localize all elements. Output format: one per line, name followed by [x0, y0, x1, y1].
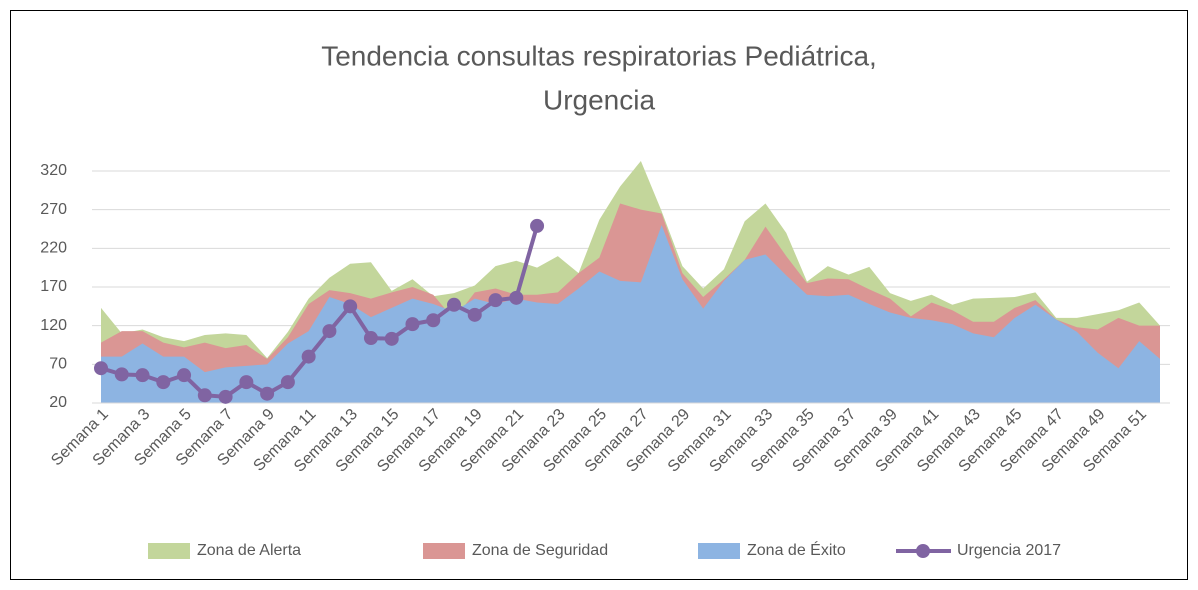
line-marker — [467, 307, 482, 322]
y-tick-label: 170 — [40, 278, 67, 295]
line-marker — [343, 299, 358, 314]
line — [100, 225, 539, 399]
line-marker — [280, 375, 295, 390]
line-marker — [197, 388, 212, 403]
line-marker — [94, 361, 108, 376]
line-marker — [426, 313, 441, 328]
y-tick-label: 120 — [40, 317, 67, 334]
line-marker — [135, 368, 150, 383]
line-marker — [239, 375, 254, 390]
line-marker — [156, 375, 171, 390]
y-tick-label: 270 — [40, 201, 67, 218]
line-marker — [363, 331, 378, 346]
line-marker — [509, 290, 524, 305]
legend-label: Zona de Alerta — [197, 542, 301, 559]
area — [101, 225, 1160, 403]
legend-swatch — [423, 543, 465, 559]
y-tick-label: 220 — [40, 240, 67, 257]
line-marker — [218, 389, 233, 404]
chart-title: Urgencia — [543, 84, 655, 115]
line-marker — [530, 218, 545, 233]
line-marker — [177, 368, 192, 383]
line-marker — [447, 297, 461, 312]
line-marker — [405, 317, 420, 332]
y-tick-label: 70 — [49, 356, 67, 373]
line-marker — [384, 331, 399, 346]
legend-label: Zona de Seguridad — [472, 542, 608, 559]
legend-swatch — [148, 543, 190, 559]
legend-swatch — [698, 543, 740, 559]
y-tick-label: 320 — [40, 162, 67, 179]
line-marker — [488, 293, 503, 308]
legend-swatch — [916, 544, 930, 558]
legend-label: Zona de Éxito — [747, 540, 846, 559]
line-marker — [322, 324, 337, 339]
chart-title: Tendencia consultas respiratorias Pediát… — [321, 40, 877, 71]
line-marker — [114, 367, 129, 382]
y-tick-label: 20 — [49, 394, 67, 411]
line-marker — [301, 349, 316, 364]
legend-label: Urgencia 2017 — [957, 542, 1061, 559]
line-marker — [260, 386, 275, 401]
